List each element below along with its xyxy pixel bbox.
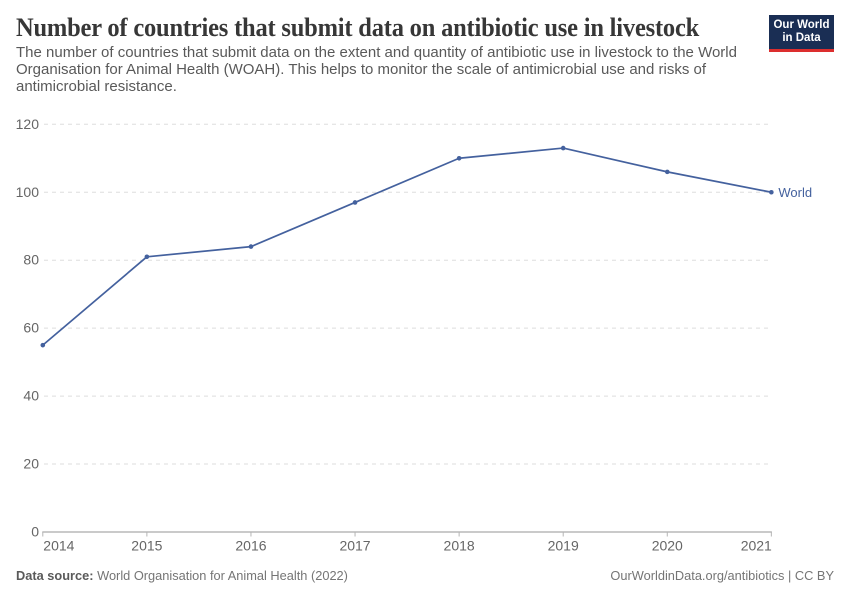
license-note: OurWorldinData.org/antibiotics | CC BY	[610, 568, 834, 583]
series-line	[41, 147, 773, 346]
data-source-label: Data source:	[16, 568, 94, 583]
owid-logo-line2: in Data	[782, 32, 821, 44]
data-point	[456, 155, 462, 161]
y-tick-label: 0	[31, 524, 39, 540]
data-point	[769, 189, 774, 195]
chart-subtitle: The number of countries that submit data…	[16, 43, 737, 95]
series-end-label: World	[778, 185, 812, 200]
y-tick-label: 120	[16, 116, 40, 132]
x-tick-label: 2020	[652, 538, 683, 554]
y-tick-label: 80	[23, 252, 39, 268]
x-tick-label: 2015	[131, 538, 162, 554]
y-tick-label: 60	[23, 320, 39, 336]
chart-title: Number of countries that submit data on …	[16, 12, 700, 42]
y-tick-label: 40	[23, 388, 39, 404]
data-point	[144, 254, 150, 260]
y-tick-label: 100	[16, 184, 40, 200]
owid-logo: Our World in Data	[769, 15, 834, 52]
data-point	[40, 342, 46, 348]
data-source-note: Data source: World Organisation for Anim…	[16, 568, 348, 583]
data-point	[664, 169, 670, 175]
data-point	[352, 200, 358, 205]
data-source-value: World Organisation for Animal Health (20…	[97, 568, 348, 583]
y-tick-label: 20	[23, 456, 39, 472]
x-tick-label: 2021	[741, 538, 772, 554]
x-tick-label: 2019	[548, 538, 579, 554]
data-point	[248, 244, 254, 249]
x-tick-label: 2014	[43, 538, 74, 554]
owid-logo-line1: Our World	[773, 19, 830, 31]
x-tick-label: 2016	[235, 538, 266, 554]
data-point	[560, 145, 566, 151]
x-tick-label: 2018	[444, 538, 475, 554]
x-tick-label: 2017	[339, 538, 370, 554]
